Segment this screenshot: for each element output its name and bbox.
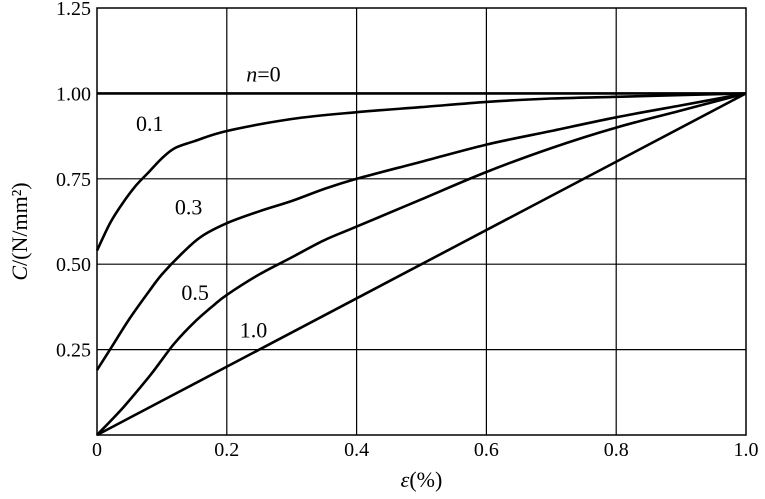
y-axis-symbol: C: [7, 266, 32, 281]
curve-label: 0.1: [136, 111, 164, 136]
series-line: [96, 92, 747, 437]
x-tick-label: 0.2: [214, 439, 239, 461]
x-tick-labels: 0 0.2 0.4 0.6 0.8 1.0: [92, 439, 759, 461]
x-axis-title: ε(%): [401, 467, 443, 492]
curve-label-text: =0: [257, 61, 280, 86]
series-line: [95, 92, 747, 371]
series-lines: [95, 92, 747, 437]
y-tick-labels: 0.25 0.50 0.75 1.00 1.25: [56, 0, 91, 362]
y-tick-label: 0.50: [56, 254, 91, 276]
curve-label-text: 1.0: [240, 318, 268, 343]
curve-label-text: 0.3: [175, 195, 203, 220]
grid: [96, 7, 747, 436]
curve-label: 0.3: [175, 195, 203, 220]
curve-label: n=0: [246, 61, 280, 86]
y-axis-title: C/(N/mm²): [7, 182, 32, 280]
x-tick-label: 1.0: [734, 439, 759, 461]
series-line: [96, 92, 747, 436]
y-tick-label: 0.75: [56, 169, 91, 191]
x-axis-symbol: ε: [401, 467, 410, 492]
y-tick-label: 0.25: [56, 340, 91, 362]
curve-label-text: 0.5: [181, 280, 209, 305]
curve-labels: n=0 0.1 0.3 0.5 1.0: [136, 61, 281, 342]
x-tick-label: 0.4: [344, 439, 369, 461]
x-tick-label: 0: [92, 439, 102, 461]
y-axis-unit: /(N/mm²): [7, 182, 32, 266]
y-tick-label: 1.00: [56, 83, 91, 105]
x-tick-label: 0.8: [604, 439, 629, 461]
curve-label: 1.0: [240, 318, 268, 343]
curve-label-italic: n: [246, 61, 257, 86]
x-axis-unit: (%): [409, 467, 442, 492]
curve-label-text: 0.1: [136, 111, 164, 136]
x-tick-label: 0.6: [474, 439, 499, 461]
plot-frame: [96, 7, 747, 436]
series-line: [95, 92, 747, 252]
y-tick-label: 1.25: [56, 0, 91, 20]
curve-label: 0.5: [181, 280, 209, 305]
